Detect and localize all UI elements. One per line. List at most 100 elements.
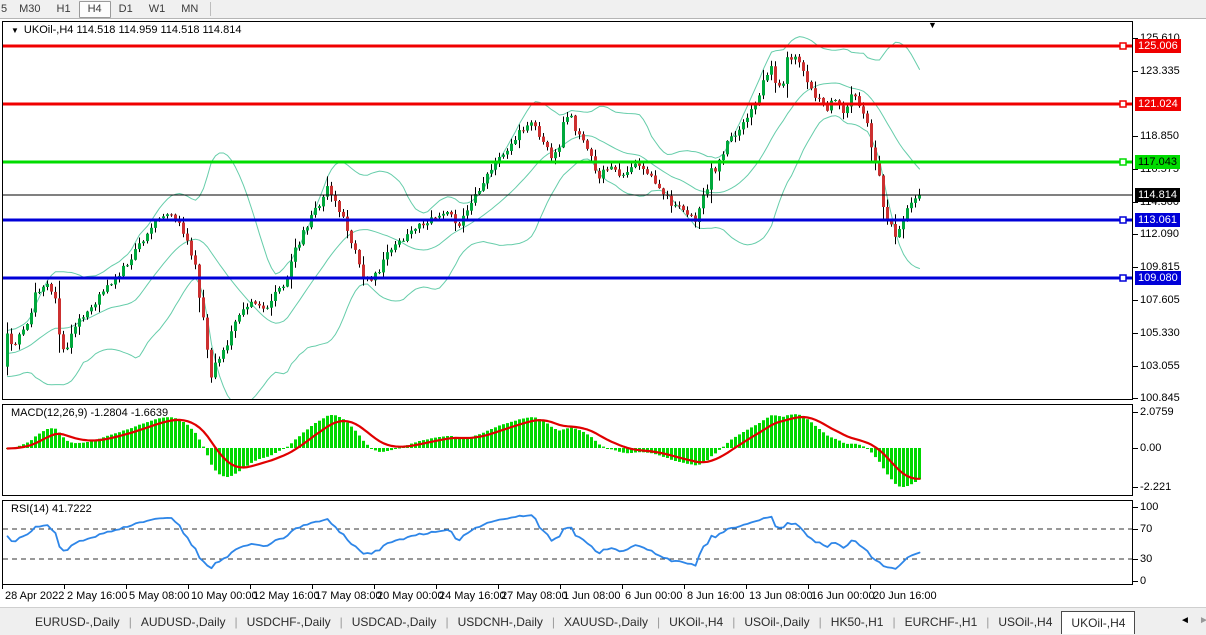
tab-item-ukoil-h4[interactable]: UKOil-,H4 xyxy=(1061,611,1136,634)
time-label: 6 Jun 00:00 xyxy=(625,590,683,602)
time-label: 28 Apr 2022 xyxy=(5,590,65,602)
tab-separator: | xyxy=(657,615,661,629)
time-tick xyxy=(188,585,189,589)
time-tick xyxy=(436,585,437,589)
time-tick xyxy=(684,585,685,589)
time-label: 20 May 00:00 xyxy=(377,590,444,602)
tab-separator: | xyxy=(986,615,990,629)
axis-tick xyxy=(1133,202,1138,204)
tab-bar: EURUSD-,Daily | AUDUSD-,Daily | USDCHF-,Dail… xyxy=(0,607,1206,635)
tab-separator: | xyxy=(551,615,556,629)
timeframe-button-h1[interactable]: H1 xyxy=(56,3,71,15)
price-axis-label: 100.845 xyxy=(1140,391,1180,404)
time-tick xyxy=(870,585,871,589)
tab-item-eurusd-daily[interactable]: EURUSD-,Daily xyxy=(35,615,120,629)
price-axis: 125.610123.335118.850116.575114.300112.0… xyxy=(1133,18,1206,608)
tab-item-eurchf-h1[interactable]: EURCHF-,H1 xyxy=(904,615,978,629)
tab-item-usdcnh-daily[interactable]: USDCNH-,Daily xyxy=(457,615,543,629)
time-tick xyxy=(808,585,809,589)
axis-tick xyxy=(1133,332,1138,334)
tab-separator: | xyxy=(732,615,736,629)
price-badge-121.024: 121.024 xyxy=(1135,97,1181,112)
time-tick xyxy=(126,585,127,589)
axis-tick xyxy=(1133,529,1138,531)
price-axis-label: 30 xyxy=(1140,552,1153,565)
macd-panel[interactable]: MACD(12,26,9) -1.2804 -1.6639 xyxy=(2,404,1133,496)
axis-tick xyxy=(1133,70,1138,72)
time-label: 24 May 16:00 xyxy=(439,590,506,602)
dropdown-arrow-icon: ▼ xyxy=(11,26,19,35)
macd-label: MACD(12,26,9) -1.2804 -1.6639 xyxy=(11,407,169,419)
tab-separator: | xyxy=(128,615,132,629)
chart-canvas[interactable] xyxy=(3,22,1132,399)
timeframe-button-mn[interactable]: MN xyxy=(181,3,199,15)
price-axis-label: 105.330 xyxy=(1140,326,1180,339)
axis-tick xyxy=(1133,486,1138,488)
time-tick xyxy=(560,585,561,589)
price-axis-label: 2.0759 xyxy=(1140,405,1174,418)
timeframe-button-d1[interactable]: D1 xyxy=(118,3,133,15)
time-tick xyxy=(2,585,3,589)
time-label: 20 Jun 16:00 xyxy=(873,590,937,602)
price-badge-117.043: 117.043 xyxy=(1135,155,1180,170)
timeframe-button-5[interactable]: 5 xyxy=(1,3,8,15)
axis-tick xyxy=(1133,558,1138,560)
price-axis-label: 100 xyxy=(1140,500,1159,513)
axis-tick xyxy=(1133,299,1138,301)
price-axis-label: 123.335 xyxy=(1140,64,1180,77)
tab-separator: | xyxy=(892,615,896,629)
macd-canvas[interactable] xyxy=(3,405,1132,495)
price-axis-label: 112.090 xyxy=(1140,228,1179,241)
tab-item-usoil-h4[interactable]: USOil-,H4 xyxy=(998,615,1053,629)
time-label: 1 Jun 08:00 xyxy=(563,590,621,602)
axis-tick xyxy=(1133,365,1138,367)
time-label: 5 May 08:00 xyxy=(129,590,190,602)
axis-tick xyxy=(1133,267,1138,269)
tab-item-usoil-daily[interactable]: USOil-,Daily xyxy=(744,615,810,629)
price-axis-label: -2.221 xyxy=(1140,480,1172,493)
price-badge-109.080: 109.080 xyxy=(1135,271,1181,286)
time-axis: 28 Apr 2022 2 May 16:00 5 May 08:00 10 May … xyxy=(0,585,1133,607)
chart-panel[interactable]: ▼ UKOil-,H4 114.518 114.959 114.518 114.8… xyxy=(2,20,1133,400)
rsi-canvas[interactable] xyxy=(3,501,1132,584)
tab-item-ukoil-h4[interactable]: UKOil-,H4 xyxy=(669,615,724,629)
axis-tick xyxy=(1133,234,1138,236)
time-tick xyxy=(622,585,623,589)
tab-item-xauusd-daily[interactable]: XAUUSD-,Daily xyxy=(564,615,649,629)
tab-scroll-left-button[interactable]: ◄ xyxy=(1180,615,1190,626)
timeframe-button-h4[interactable]: H4 xyxy=(78,0,111,18)
price-axis-label: 109.815 xyxy=(1140,261,1180,274)
tab-item-audusd-daily[interactable]: AUDUSD-,Daily xyxy=(140,615,226,629)
chart-title-text: UKOil-,H4 114.518 114.959 114.518 114.81… xyxy=(23,24,242,36)
tab-item-usdcad-daily[interactable]: USDCAD-,Daily xyxy=(351,615,437,629)
price-axis-label: 118.850 xyxy=(1140,129,1179,142)
time-tick xyxy=(64,585,65,589)
time-label: 17 May 08:00 xyxy=(315,590,382,602)
axis-tick xyxy=(1133,135,1138,137)
price-axis-label: 70 xyxy=(1140,523,1153,536)
rsi-panel[interactable]: RSI(14) 41.7222 xyxy=(2,500,1133,585)
time-label: 13 Jun 08:00 xyxy=(749,590,813,602)
axis-tick xyxy=(1133,169,1138,171)
axis-tick xyxy=(1133,581,1138,583)
time-label: 2 May 16:00 xyxy=(67,590,128,602)
tab-scroll-right-button[interactable]: ► xyxy=(1199,615,1206,626)
tab-item-hk50-h1[interactable]: HK50-,H1 xyxy=(830,615,884,629)
time-tick xyxy=(746,585,747,589)
rsi-label: RSI(14) 41.7222 xyxy=(11,503,92,515)
chart-shift-marker-icon: ▼ xyxy=(928,20,937,30)
price-badge-125.006: 125.006 xyxy=(1135,39,1181,54)
timeframe-toolbar: 5 M30 H1 H4 D1 W1 MN xyxy=(0,0,1206,19)
tab-separator: | xyxy=(234,615,238,629)
tab-separator: | xyxy=(339,615,343,629)
time-label: 12 May 16:00 xyxy=(253,590,320,602)
axis-tick xyxy=(1133,411,1138,413)
timeframe-button-w1[interactable]: W1 xyxy=(148,3,166,15)
timeframe-button-m30[interactable]: M30 xyxy=(19,3,41,15)
price-badge-114.814: 114.814 xyxy=(1135,187,1180,202)
time-label: 10 May 00:00 xyxy=(191,590,258,602)
axis-tick xyxy=(1133,447,1138,449)
tab-item-usdchf-daily[interactable]: USDCHF-,Daily xyxy=(246,615,331,629)
price-axis-label: 0.00 xyxy=(1140,441,1162,454)
time-label: 8 Jun 16:00 xyxy=(687,590,745,602)
